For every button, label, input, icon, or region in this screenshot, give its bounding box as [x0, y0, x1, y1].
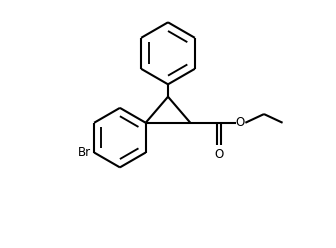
Text: O: O: [214, 148, 223, 161]
Text: O: O: [235, 116, 245, 129]
Text: Br: Br: [78, 146, 91, 159]
